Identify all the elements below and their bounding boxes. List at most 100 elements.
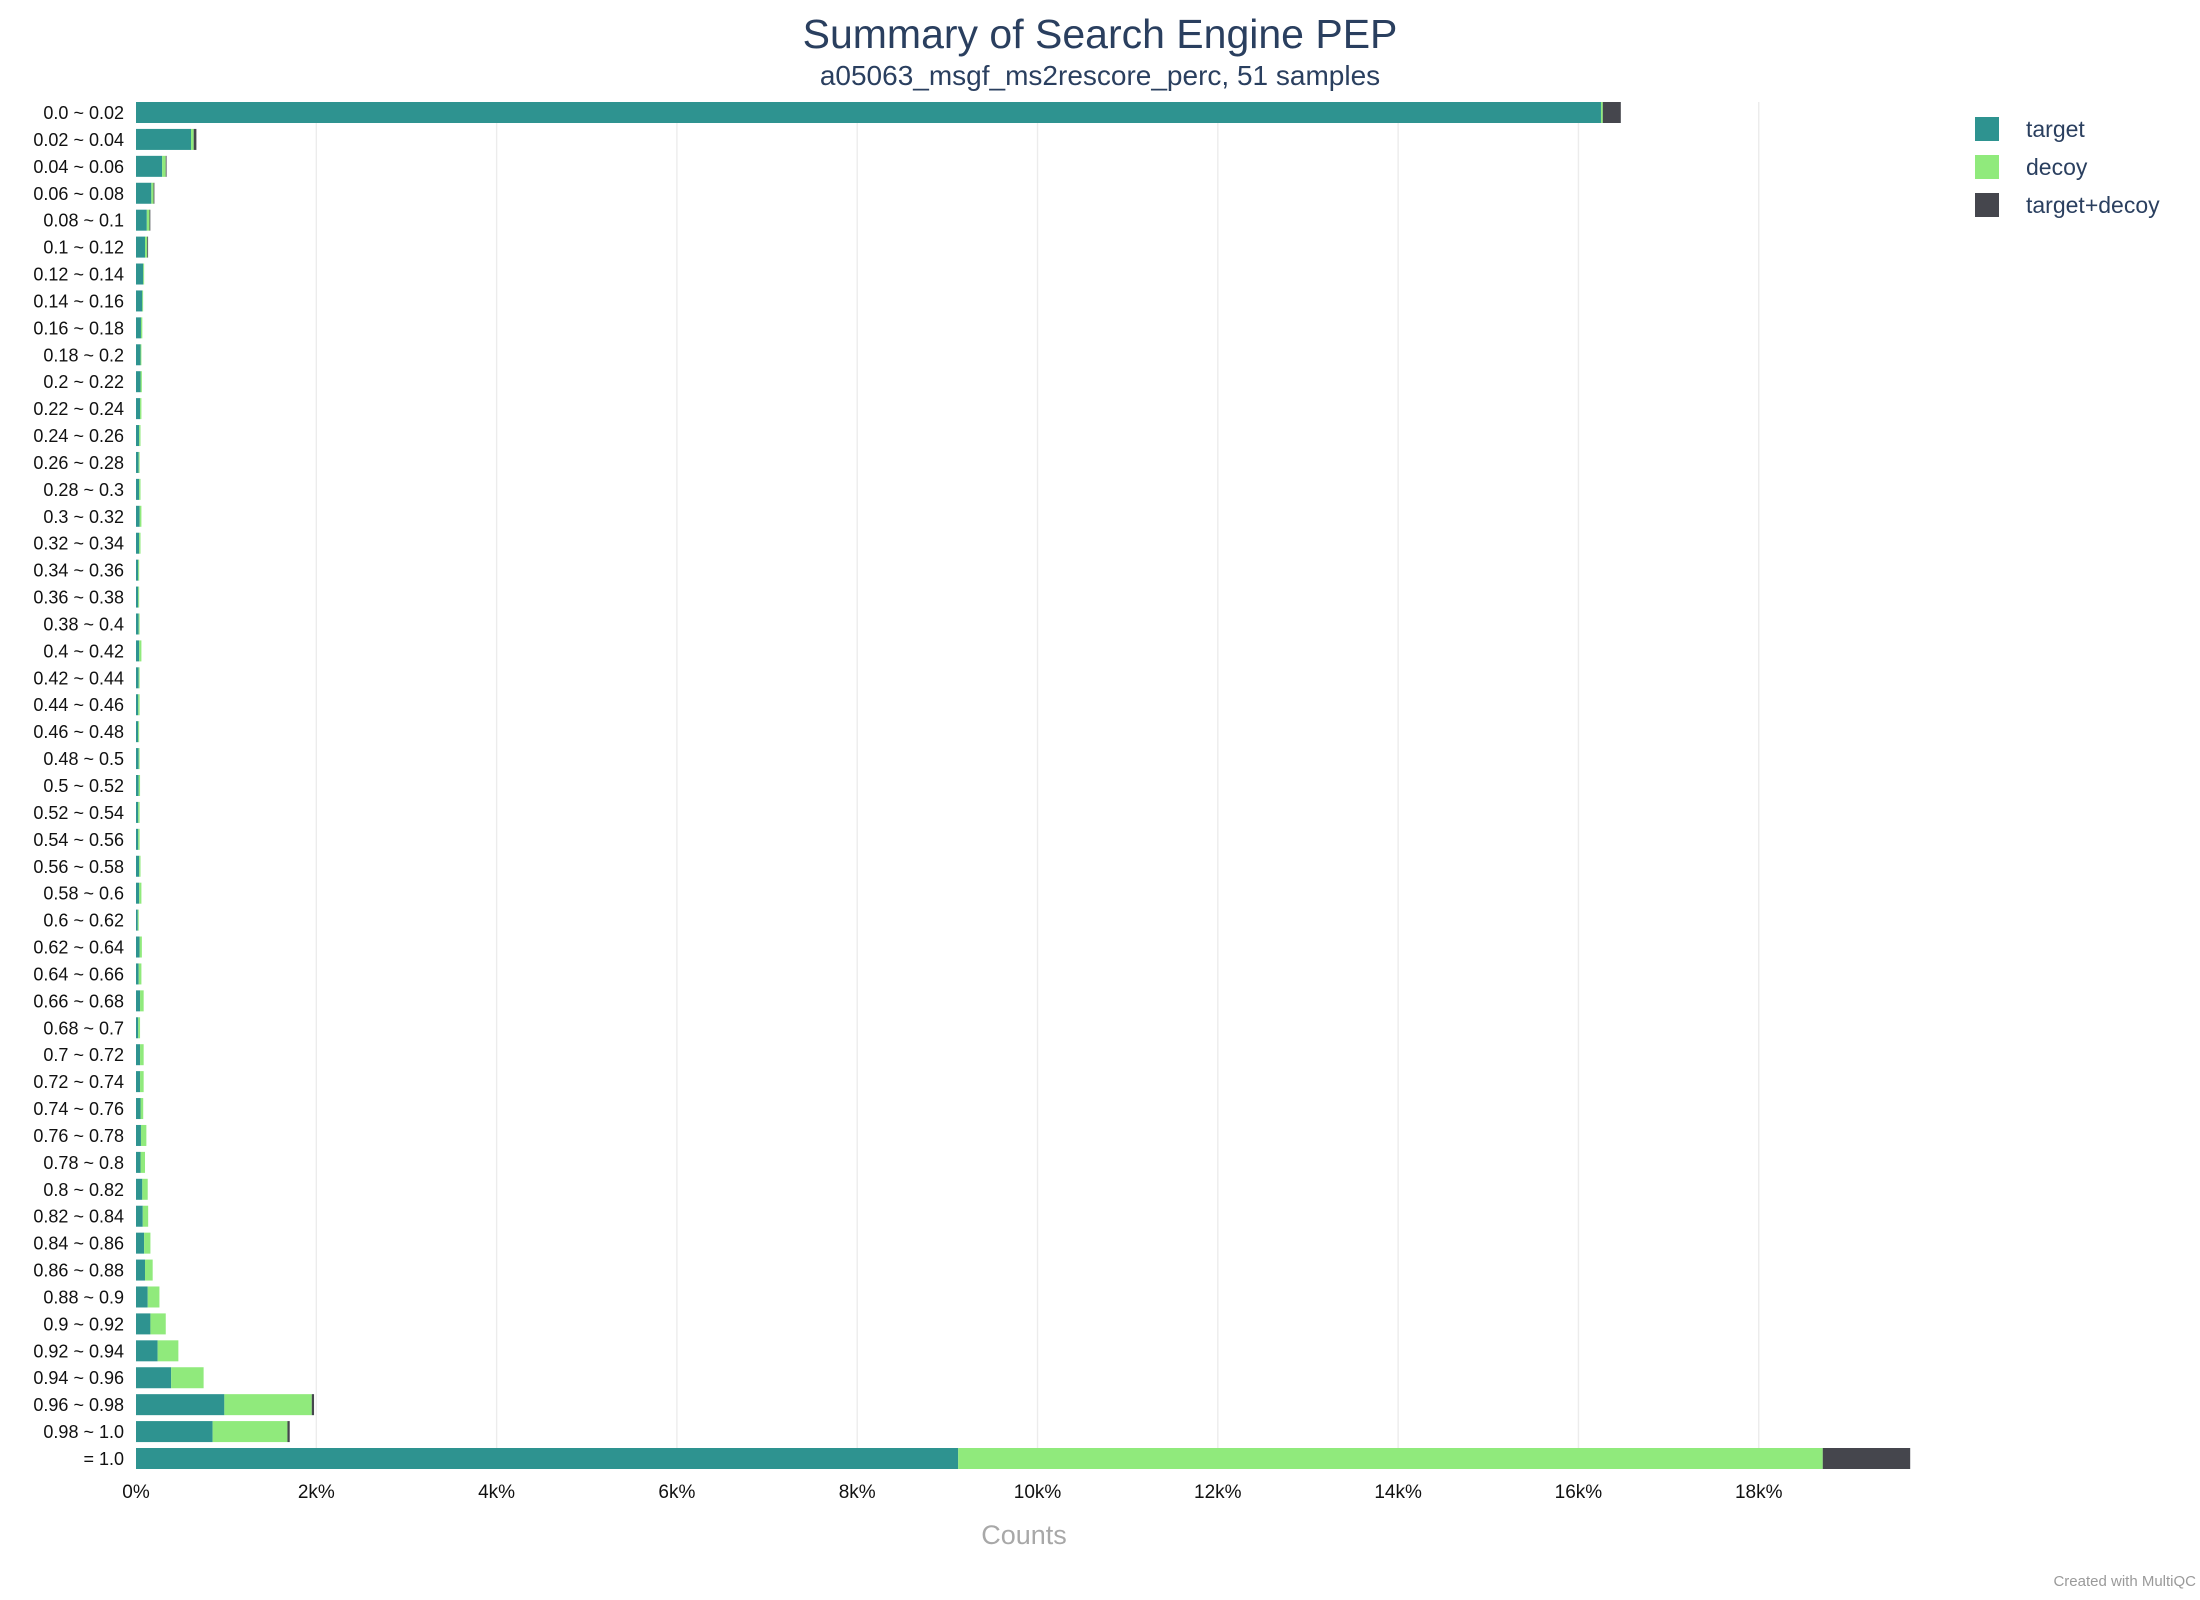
bar-segment-target[interactable] <box>136 721 139 743</box>
bar-segment-target[interactable] <box>136 102 1601 123</box>
bar-segment-decoy[interactable] <box>138 775 141 796</box>
bar-segment-decoy[interactable] <box>224 1394 312 1416</box>
bar-segment-target[interactable] <box>136 1205 143 1227</box>
bar-segment-target[interactable] <box>136 936 140 958</box>
bar-segment-target-plus-decoy[interactable] <box>1602 102 1621 123</box>
bar-segment-target[interactable] <box>136 236 146 258</box>
bar-segment-decoy[interactable] <box>140 1124 147 1146</box>
bar-segment-target[interactable] <box>136 748 139 770</box>
bar-segment-decoy[interactable] <box>140 398 142 420</box>
bar-segment-decoy[interactable] <box>138 1017 141 1039</box>
bar-segment-decoy[interactable] <box>138 748 140 770</box>
bar-segment-decoy[interactable] <box>139 882 142 904</box>
bar-segment-target-plus-decoy[interactable] <box>1822 1448 1911 1469</box>
bar-segment-target[interactable] <box>136 613 139 635</box>
bar-segment-decoy[interactable] <box>142 1205 149 1227</box>
bar-segment-target[interactable] <box>136 425 140 447</box>
bar-segment-target[interactable] <box>136 909 138 931</box>
bar-segment-target[interactable] <box>136 775 139 796</box>
bar-segment-target[interactable] <box>136 801 139 823</box>
bar-segment-decoy[interactable] <box>146 209 150 231</box>
bar-segment-decoy[interactable] <box>190 128 194 150</box>
bar-segment-target-plus-decoy[interactable] <box>149 209 151 231</box>
bar-segment-target[interactable] <box>136 882 140 904</box>
bar-segment-target[interactable] <box>136 1313 151 1335</box>
bar-segment-decoy[interactable] <box>171 1367 204 1389</box>
bar-segment-target[interactable] <box>136 1017 139 1039</box>
bar-segment-target[interactable] <box>136 694 139 716</box>
bar-segment-target-plus-decoy[interactable] <box>287 1421 290 1443</box>
bar-segment-decoy[interactable] <box>150 1313 166 1335</box>
legend[interactable]: target decoy target+decoy <box>1975 116 2160 218</box>
bar-segment-target[interactable] <box>136 209 147 231</box>
legend-swatch[interactable] <box>1975 193 1999 217</box>
bar-segment-target[interactable] <box>136 478 140 500</box>
bar-segment-decoy[interactable] <box>140 1151 146 1173</box>
bar-segment-decoy[interactable] <box>140 1098 144 1120</box>
bar-segment-target[interactable] <box>136 290 143 312</box>
bar-segment-target[interactable] <box>136 1394 225 1416</box>
bar-segment-decoy[interactable] <box>144 1232 151 1254</box>
bar-segment-target[interactable] <box>136 451 139 473</box>
bar-segment-decoy[interactable] <box>139 478 141 500</box>
bar-segment-decoy[interactable] <box>138 613 140 635</box>
legend-label[interactable]: target <box>2026 116 2085 142</box>
bar-segment-decoy[interactable] <box>145 236 148 258</box>
bar-segment-target[interactable] <box>136 1448 959 1469</box>
bar-segment-target[interactable] <box>136 990 141 1012</box>
bar-segment-target[interactable] <box>136 640 140 662</box>
bar-segment-decoy[interactable] <box>212 1421 288 1443</box>
bar-segment-decoy[interactable] <box>138 694 140 716</box>
bars[interactable] <box>136 102 1911 1469</box>
legend-swatch[interactable] <box>1975 117 1999 141</box>
bar-segment-target-plus-decoy[interactable] <box>311 1394 315 1416</box>
bar-segment-decoy[interactable] <box>138 586 140 608</box>
bar-segment-target[interactable] <box>136 586 139 608</box>
bar-segment-target[interactable] <box>136 1178 143 1200</box>
bar-segment-target[interactable] <box>136 505 140 527</box>
bar-segment-decoy[interactable] <box>145 1259 153 1281</box>
bar-segment-decoy[interactable] <box>138 559 140 581</box>
bar-segment-target[interactable] <box>136 1421 213 1443</box>
bar-segment-decoy[interactable] <box>138 667 140 689</box>
bar-segment-decoy[interactable] <box>139 505 142 527</box>
bar-segment-decoy[interactable] <box>140 371 142 393</box>
bar-segment-target[interactable] <box>136 317 141 339</box>
bar-segment-decoy[interactable] <box>138 451 140 473</box>
bar-segment-target[interactable] <box>136 1286 148 1308</box>
bar-segment-decoy[interactable] <box>142 1178 148 1200</box>
bar-segment-decoy[interactable] <box>138 721 140 743</box>
bar-segment-target[interactable] <box>136 532 140 554</box>
bar-segment-decoy[interactable] <box>139 936 142 958</box>
bar-segment-decoy[interactable] <box>140 1071 144 1093</box>
bar-segment-decoy[interactable] <box>143 263 145 285</box>
bar-segment-decoy[interactable] <box>139 855 141 877</box>
bar-segment-decoy[interactable] <box>1600 102 1603 123</box>
bar-segment-decoy[interactable] <box>140 344 142 366</box>
bar-segment-decoy[interactable] <box>138 963 142 985</box>
bar-segment-target[interactable] <box>136 155 163 177</box>
legend-swatch[interactable] <box>1975 155 1999 179</box>
bar-segment-target[interactable] <box>136 371 141 393</box>
bar-segment-target[interactable] <box>136 1259 146 1281</box>
bar-segment-target[interactable] <box>136 1151 141 1173</box>
bar-segment-decoy[interactable] <box>140 990 144 1012</box>
bar-segment-target-plus-decoy[interactable] <box>153 182 155 204</box>
bar-segment-target[interactable] <box>136 1098 141 1120</box>
bar-segment-target[interactable] <box>136 128 191 150</box>
bar-segment-decoy[interactable] <box>138 828 140 850</box>
bar-segment-decoy[interactable] <box>142 290 144 312</box>
bar-segment-decoy[interactable] <box>151 182 154 204</box>
bar-segment-decoy[interactable] <box>138 801 140 823</box>
bar-segment-target-plus-decoy[interactable] <box>147 236 149 258</box>
bar-segment-target[interactable] <box>136 828 139 850</box>
bar-segment-decoy[interactable] <box>162 155 166 177</box>
legend-label[interactable]: target+decoy <box>2026 192 2160 218</box>
bar-segment-decoy[interactable] <box>137 909 139 931</box>
bar-segment-target[interactable] <box>136 855 140 877</box>
bar-segment-decoy[interactable] <box>147 1286 160 1308</box>
bar-segment-decoy[interactable] <box>139 425 141 447</box>
bar-segment-decoy[interactable] <box>139 532 141 554</box>
bar-segment-target[interactable] <box>136 182 152 204</box>
bar-segment-target[interactable] <box>136 1232 145 1254</box>
